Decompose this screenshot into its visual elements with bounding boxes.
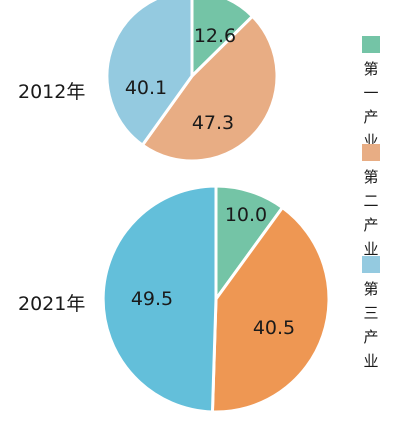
legend-char: 第 (363, 280, 378, 298)
slice-label-tertiary: 40.1 (125, 77, 167, 99)
pie-slice-secondary (140, 14, 279, 163)
legend-char: 第 (363, 168, 378, 186)
pie-slice-tertiary (105, 0, 194, 147)
legend-char: 产 (363, 108, 378, 126)
legend-swatch-primary (362, 36, 380, 53)
legend-char: 产 (363, 216, 378, 234)
legend-item-secondary: 第二产业 (362, 144, 380, 258)
legend-char: 第 (363, 60, 378, 78)
legend-swatch-secondary (362, 144, 380, 161)
slice-label-primary: 10.0 (225, 204, 267, 226)
slice-label-secondary: 47.3 (192, 112, 234, 134)
slice-label-primary: 12.6 (194, 25, 236, 47)
pie-slice-secondary (210, 206, 331, 414)
legend-label-secondary: 第二产业 (363, 168, 378, 258)
legend-swatch-tertiary (362, 256, 380, 273)
legend-char: 业 (363, 240, 378, 258)
legend-char: 二 (363, 192, 378, 210)
pie-chart-2021: 10.0 40.5 49.5 (101, 184, 331, 414)
legend-char: 三 (363, 304, 378, 322)
slice-label-tertiary: 49.5 (131, 288, 173, 310)
legend-char: 一 (363, 84, 378, 102)
legend-item-tertiary: 第三产业 (362, 256, 380, 370)
pie-slice-tertiary (101, 184, 218, 414)
year-label-2021: 2021年 (18, 293, 85, 315)
pie-chart-2012: 12.6 47.3 40.1 (105, 0, 279, 163)
legend-char: 产 (363, 328, 378, 346)
legend-item-primary: 第一产业 (362, 36, 380, 150)
legend-char: 业 (363, 352, 378, 370)
slice-label-secondary: 40.5 (253, 317, 295, 339)
legend-label-primary: 第一产业 (363, 60, 378, 150)
legend-label-tertiary: 第三产业 (363, 280, 378, 370)
year-label-2012: 2012年 (18, 81, 85, 103)
legend: 第一产业 第二产业 第三产业 (362, 36, 380, 370)
